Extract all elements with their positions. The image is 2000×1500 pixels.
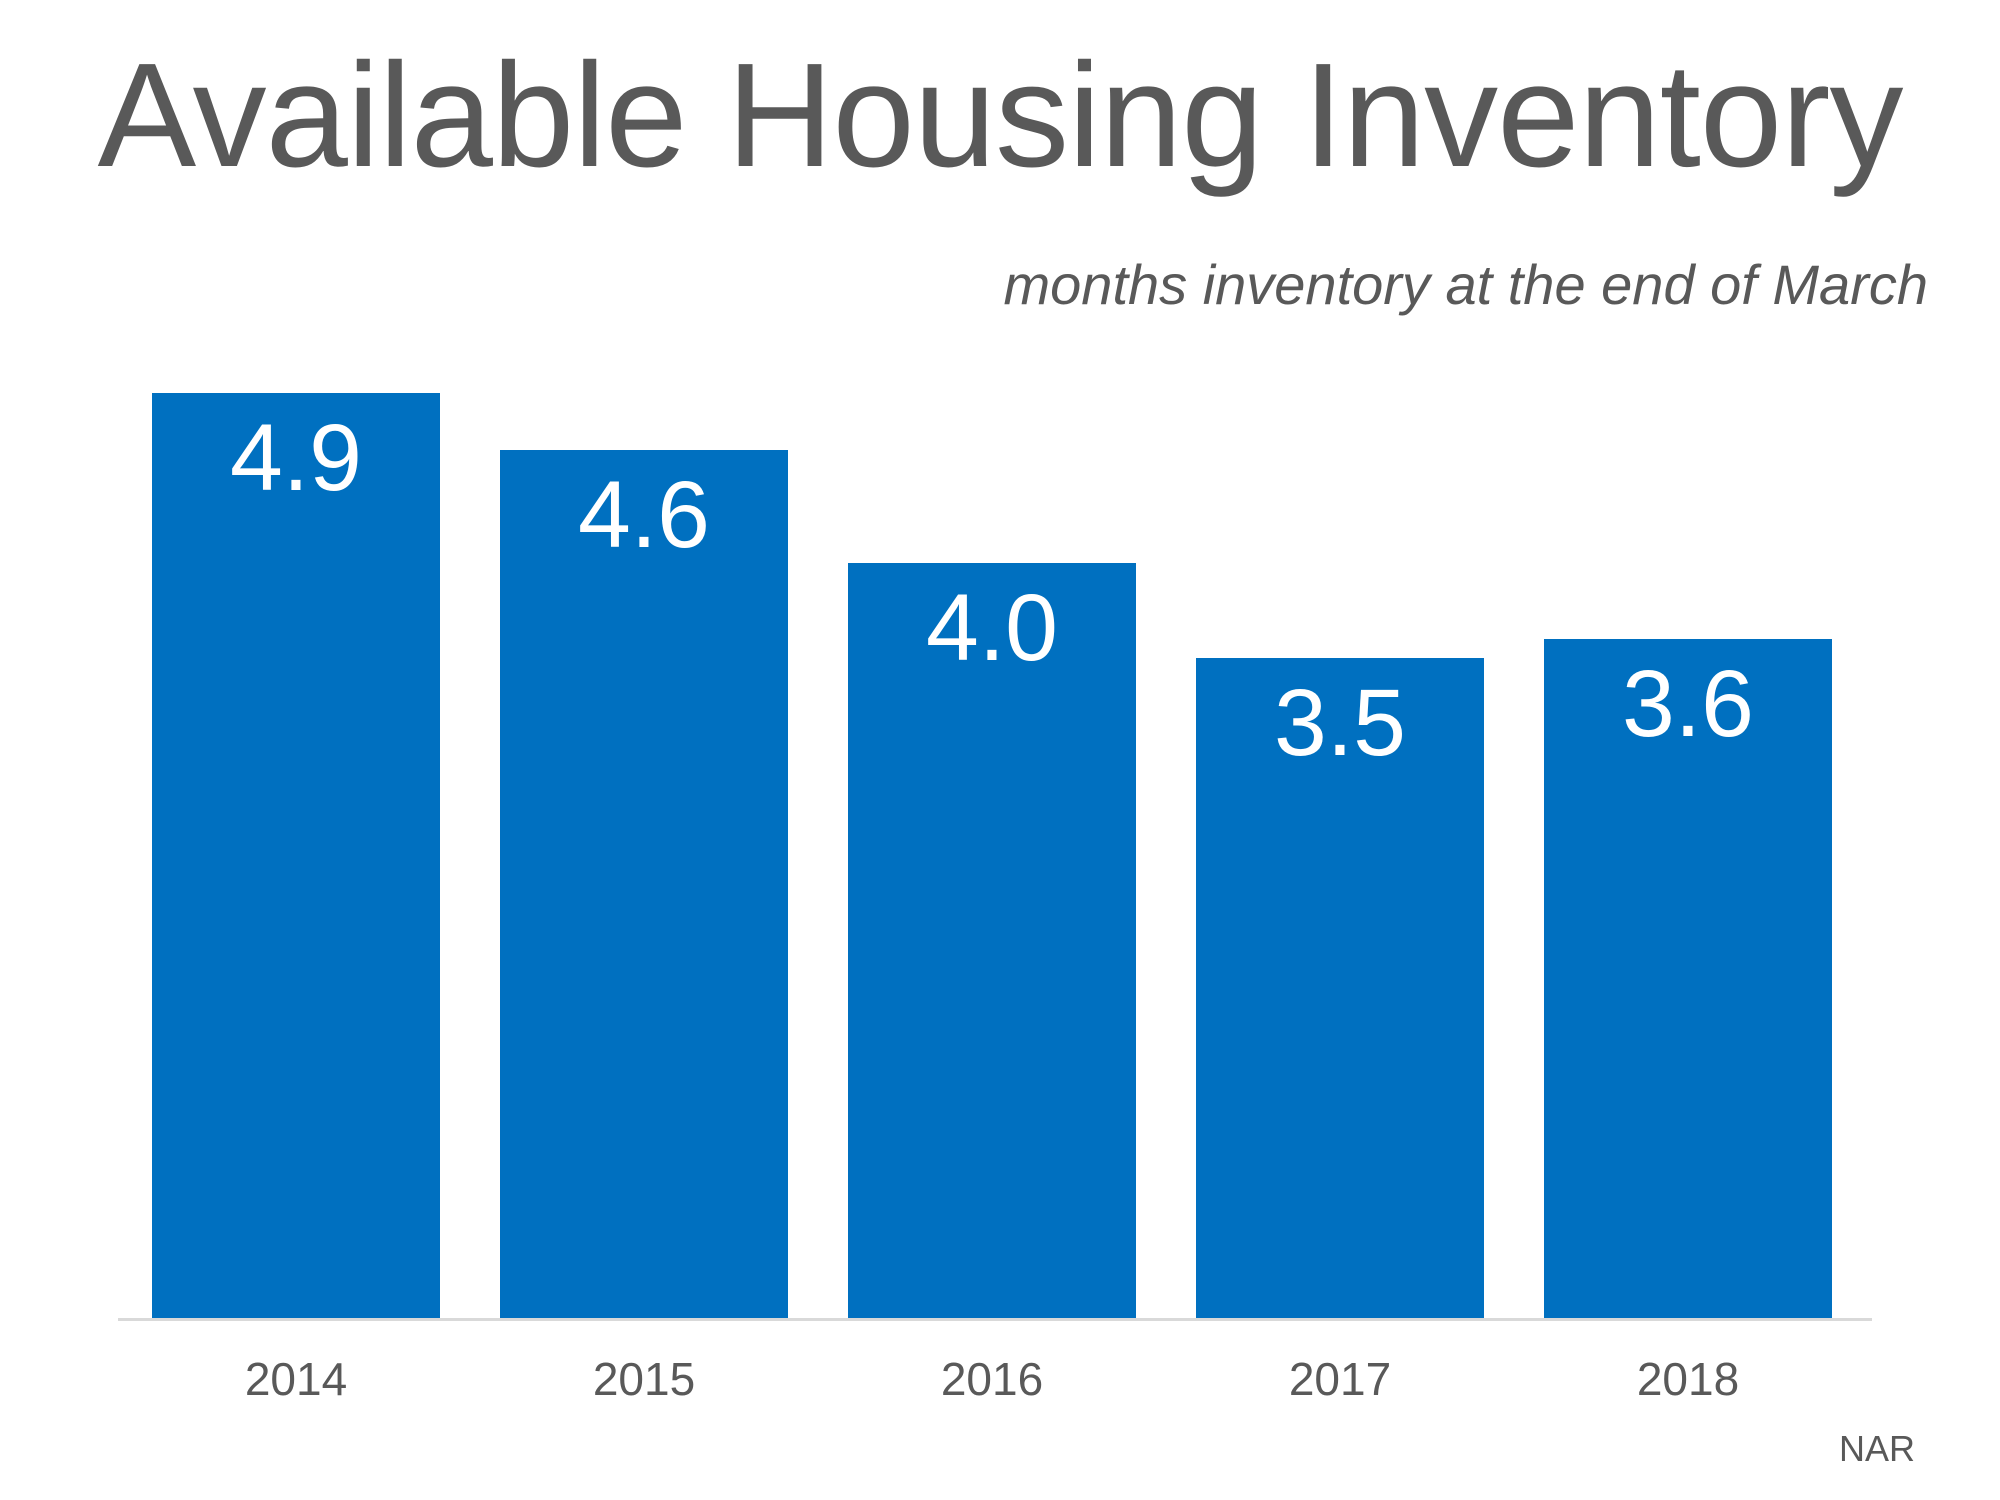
bar-2016: 4.0 <box>848 563 1136 1320</box>
bar-value-label-2015: 4.6 <box>577 462 711 568</box>
x-tick-label-2014: 2014 <box>244 1353 348 1405</box>
x-tick-label-2017: 2017 <box>1288 1353 1392 1405</box>
bar-2014: 4.9 <box>152 393 440 1320</box>
bar-2017: 3.5 <box>1196 658 1484 1320</box>
bar-value-label-2014: 4.9 <box>229 405 363 511</box>
bar-value-label-2018: 3.6 <box>1621 651 1755 757</box>
chart-subtitle: months inventory at the end of March <box>1003 253 1929 316</box>
x-axis-line <box>118 1318 1872 1321</box>
bar-2018: 3.6 <box>1544 639 1832 1320</box>
bar-value-label-2016: 4.0 <box>925 575 1059 681</box>
x-tick-label-2018: 2018 <box>1636 1353 1740 1405</box>
source-attribution: NAR <box>1838 1428 1915 1469</box>
chart-title: Available Housing Inventory <box>97 33 1904 198</box>
bar-value-label-2017: 3.5 <box>1273 670 1407 776</box>
x-tick-label-2016: 2016 <box>940 1353 1044 1405</box>
x-tick-label-2015: 2015 <box>592 1353 696 1405</box>
bar-2015: 4.6 <box>500 450 788 1320</box>
